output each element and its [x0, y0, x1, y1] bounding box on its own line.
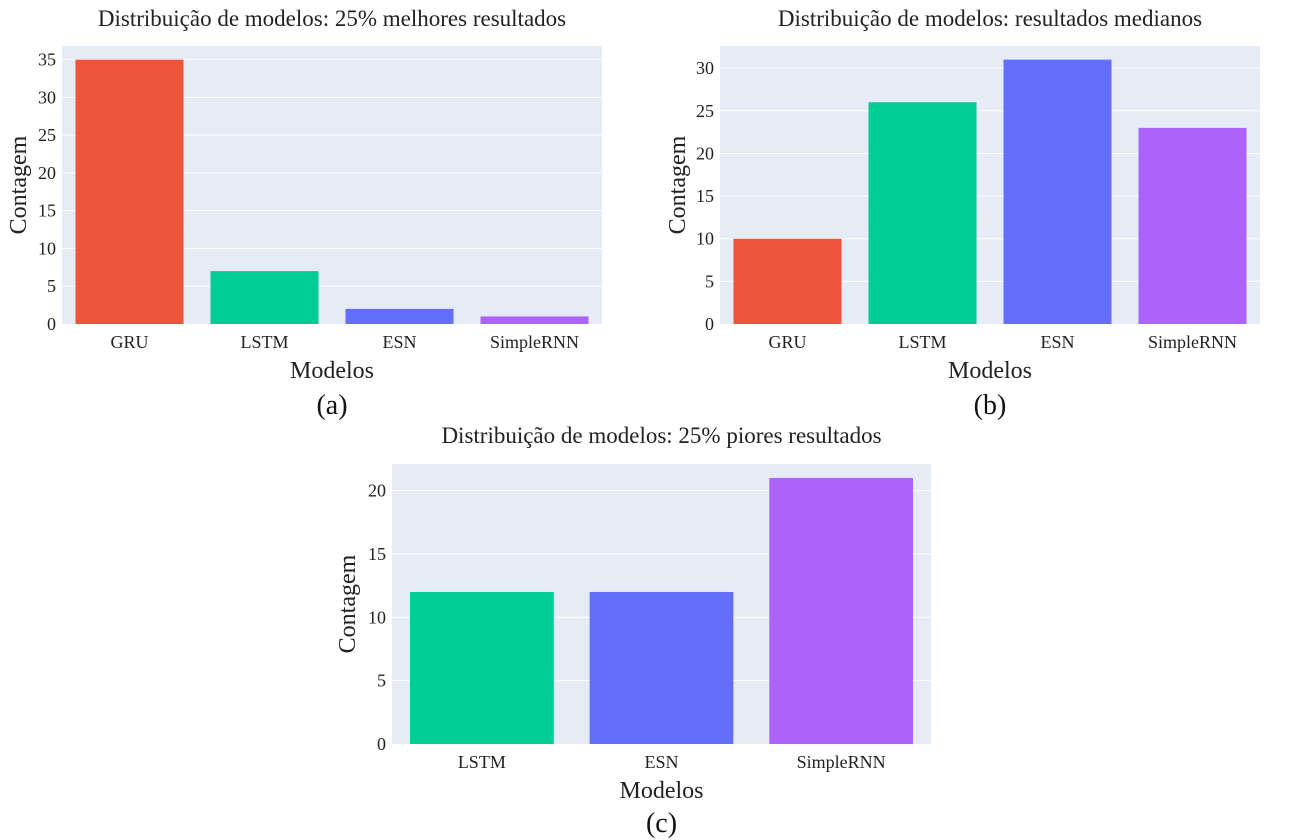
- y-tick-label: 30: [38, 87, 56, 107]
- chart-panel-b: 0 5 10 15 20 25 30 GRU LSTM ESN SimpleRNN Distribui…: [665, 6, 1260, 421]
- x-tick-label: GRU: [768, 332, 806, 352]
- y-tick-label: 15: [38, 201, 56, 221]
- x-tick-label: GRU: [110, 332, 148, 352]
- y-tick-label: 10: [696, 229, 714, 249]
- y-tick-label: 15: [696, 186, 714, 206]
- y-axis-title: Contagem: [335, 554, 361, 653]
- bar-simplernn: [480, 316, 589, 324]
- x-tick-label: ESN: [1040, 332, 1074, 352]
- y-tick-label: 5: [47, 276, 56, 296]
- bar-lstm: [409, 591, 554, 744]
- y-tick-label: 5: [705, 271, 714, 291]
- y-tick-label: 20: [696, 143, 714, 163]
- x-axis-title: Modelos: [620, 778, 704, 804]
- x-axis-title: Modelos: [948, 358, 1032, 384]
- y-axis-title: Contagem: [6, 135, 32, 234]
- x-tick-label: ESN: [644, 752, 678, 772]
- x-tick-label: LSTM: [240, 332, 288, 352]
- chart-title: Distribuição de modelos: resultados medi…: [778, 6, 1202, 31]
- x-tick-label: SimpleRNN: [797, 752, 886, 772]
- y-tick-label: 15: [368, 544, 386, 564]
- y-tick-label: 25: [696, 101, 714, 121]
- bar-gru: [75, 59, 184, 324]
- x-tick-label: SimpleRNN: [490, 332, 579, 352]
- y-tick-label: 10: [38, 238, 56, 258]
- x-axis-title: Modelos: [290, 358, 374, 384]
- chart-title: Distribuição de modelos: 25% piores resu…: [441, 423, 881, 448]
- y-axis-title: Contagem: [665, 135, 691, 234]
- x-tick-label: LSTM: [458, 752, 506, 772]
- x-tick-label: ESN: [382, 332, 416, 352]
- chart-title: Distribuição de modelos: 25% melhores re…: [98, 6, 566, 31]
- y-tick-label: 20: [38, 163, 56, 183]
- y-tick-label: 5: [377, 671, 386, 691]
- bar-gru: [733, 238, 842, 324]
- y-tick-label: 35: [38, 50, 56, 70]
- bar-lstm: [210, 271, 319, 324]
- bar-esn: [345, 308, 454, 324]
- y-tick-label: 25: [38, 125, 56, 145]
- bar-lstm: [868, 102, 977, 324]
- y-tick-label: 0: [377, 734, 386, 754]
- y-tick-label: 0: [705, 314, 714, 334]
- bar-simplernn: [769, 477, 914, 744]
- panel-label: (c): [646, 808, 677, 839]
- chart-panel-a: 0 5 10 15 20 25 30 35 GRU LSTM ESN SimpleRNN Distrib…: [6, 6, 602, 421]
- bar-esn: [589, 591, 734, 744]
- y-tick-label: 0: [47, 314, 56, 334]
- chart-panel-c: 0 5 10 15 20 LSTM ESN SimpleRNN Distribuição de …: [335, 423, 931, 839]
- y-tick-label: 30: [696, 58, 714, 78]
- panel-label: (a): [316, 390, 347, 421]
- x-tick-label: SimpleRNN: [1148, 332, 1237, 352]
- x-tick-label: LSTM: [898, 332, 946, 352]
- panel-label: (b): [974, 390, 1007, 421]
- bar-esn: [1003, 59, 1112, 325]
- bar-simplernn: [1138, 127, 1247, 325]
- y-tick-label: 10: [368, 607, 386, 627]
- y-tick-label: 20: [368, 481, 386, 501]
